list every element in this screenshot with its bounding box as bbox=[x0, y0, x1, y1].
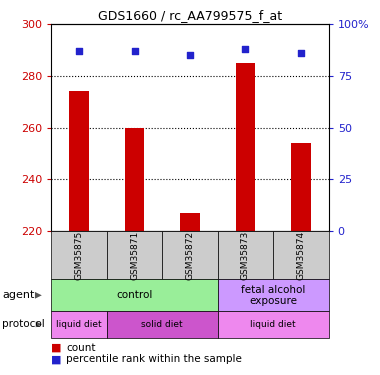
Text: liquid diet: liquid diet bbox=[56, 320, 102, 329]
Point bbox=[187, 53, 193, 58]
Text: GSM35875: GSM35875 bbox=[74, 230, 84, 280]
Bar bbox=[69, 92, 89, 231]
Point bbox=[76, 48, 82, 54]
Text: control: control bbox=[116, 290, 153, 300]
Text: GSM35872: GSM35872 bbox=[185, 230, 195, 280]
Text: percentile rank within the sample: percentile rank within the sample bbox=[66, 354, 242, 364]
Text: GSM35871: GSM35871 bbox=[130, 230, 139, 280]
Point bbox=[298, 50, 304, 56]
Text: solid diet: solid diet bbox=[141, 320, 183, 329]
Point bbox=[242, 46, 249, 52]
Text: GDS1660 / rc_AA799575_f_at: GDS1660 / rc_AA799575_f_at bbox=[98, 9, 282, 22]
Text: fetal alcohol
exposure: fetal alcohol exposure bbox=[241, 285, 306, 306]
Text: count: count bbox=[66, 343, 96, 353]
Text: agent: agent bbox=[2, 290, 34, 300]
Text: protocol: protocol bbox=[2, 320, 45, 329]
Point bbox=[131, 48, 138, 54]
Text: GSM35873: GSM35873 bbox=[241, 230, 250, 280]
Bar bbox=[180, 213, 200, 231]
Text: liquid diet: liquid diet bbox=[250, 320, 296, 329]
Text: GSM35874: GSM35874 bbox=[296, 230, 306, 280]
Bar bbox=[291, 143, 311, 231]
Text: ■: ■ bbox=[51, 343, 62, 353]
Bar bbox=[236, 63, 255, 231]
Bar bbox=[125, 128, 144, 231]
Text: ■: ■ bbox=[51, 354, 62, 364]
